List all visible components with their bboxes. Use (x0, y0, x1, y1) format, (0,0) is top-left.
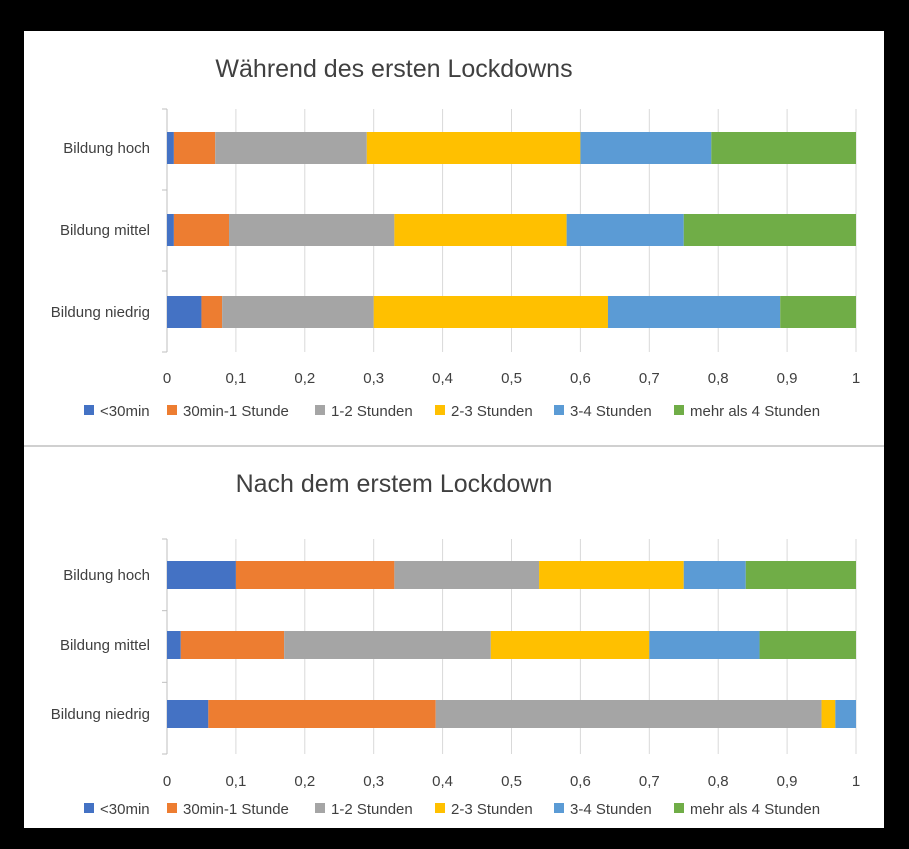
legend-swatch (554, 803, 564, 813)
bar-segment (173, 132, 216, 164)
legend-label: 30min-1 Stunde (183, 403, 289, 420)
legend-swatch (167, 803, 177, 813)
bar-segment (607, 296, 781, 328)
bar-segment (284, 631, 491, 659)
legend-label: 1-2 Stunden (331, 403, 413, 420)
legend-label: 3-4 Stunden (570, 801, 652, 818)
bar-segment (167, 132, 174, 164)
legend-label: 30min-1 Stunde (183, 801, 289, 818)
x-tick-label: 0,7 (639, 370, 660, 387)
bar-segment (373, 296, 608, 328)
bar-segment (167, 700, 209, 728)
chart-during-lockdown: Während des ersten Lockdowns 0 0,1 0,2 0,3 0… (51, 55, 860, 420)
x-tick-label: 0,1 (225, 773, 246, 790)
category-label: Bildung niedrig (51, 706, 150, 723)
bar-segment (649, 631, 760, 659)
x-tick-label: 0,2 (294, 773, 315, 790)
bar-segment (711, 132, 856, 164)
panel-divider (24, 445, 884, 447)
x-tick-label: 0,5 (501, 370, 522, 387)
legend-swatch (674, 803, 684, 813)
bar-segment (180, 631, 285, 659)
legend-swatch (167, 405, 177, 415)
bar-segment (173, 214, 230, 246)
bar-segment (167, 631, 181, 659)
bar-segment (167, 214, 174, 246)
legend-label: 2-3 Stunden (451, 801, 533, 818)
x-tick-label: 0,3 (363, 773, 384, 790)
legend-label: <30min (100, 801, 150, 818)
bar-segment (235, 561, 395, 589)
legend-label: <30min (100, 403, 150, 420)
legend-label: 2-3 Stunden (451, 403, 533, 420)
chart-title: Nach dem erstem Lockdown (236, 470, 553, 498)
bar-segment (394, 214, 567, 246)
bar-segment (566, 214, 684, 246)
chart-title: Während des ersten Lockdowns (215, 55, 572, 83)
legend-swatch (84, 803, 94, 813)
legend-label: mehr als 4 Stunden (690, 403, 820, 420)
bar-segment (759, 631, 856, 659)
legend-swatch (674, 405, 684, 415)
x-tick-label: 0,1 (225, 370, 246, 387)
legend-swatch (435, 803, 445, 813)
x-tick-label: 0,9 (777, 370, 798, 387)
category-label: Bildung mittel (60, 637, 150, 654)
legend-swatch (315, 803, 325, 813)
bar-segment (821, 700, 836, 728)
bar-segment (222, 296, 374, 328)
legend-swatch (315, 405, 325, 415)
x-tick-label: 0,7 (639, 773, 660, 790)
bar-segment (780, 296, 856, 328)
x-tick-label: 0 (163, 773, 171, 790)
bar-segment (394, 561, 540, 589)
bar-segment (366, 132, 581, 164)
bar-segment (835, 700, 856, 728)
x-tick-label: 0,8 (708, 773, 729, 790)
bar-segment (167, 296, 202, 328)
bar-segment (683, 561, 746, 589)
x-tick-label: 0,3 (363, 370, 384, 387)
bar-segment (580, 132, 712, 164)
x-tick-label: 0,6 (570, 370, 591, 387)
legend-label: 3-4 Stunden (570, 403, 652, 420)
x-tick-label: 0,4 (432, 370, 453, 387)
x-tick-label: 0,4 (432, 773, 453, 790)
legend-label: mehr als 4 Stunden (690, 801, 820, 818)
chart-after-lockdown: Nach dem erstem Lockdown 0 0,1 0,2 0,3 0,4 0,… (51, 470, 860, 818)
category-label: Bildung hoch (63, 567, 150, 584)
category-label: Bildung niedrig (51, 304, 150, 321)
legend-swatch (554, 405, 564, 415)
bar-segment (745, 561, 856, 589)
bar-segment (167, 561, 236, 589)
x-tick-label: 1 (852, 773, 860, 790)
bar-segment (208, 700, 436, 728)
bar-segment (435, 700, 822, 728)
bar-segment (683, 214, 856, 246)
category-label: Bildung hoch (63, 140, 150, 157)
bar-segment (539, 561, 684, 589)
category-label: Bildung mittel (60, 222, 150, 239)
legend-label: 1-2 Stunden (331, 801, 413, 818)
bar-segment (215, 132, 367, 164)
bar-segment (490, 631, 650, 659)
x-tick-label: 0,9 (777, 773, 798, 790)
legend-swatch (435, 405, 445, 415)
bar-segment (229, 214, 395, 246)
chart-frame: Während des ersten Lockdowns 0 0,1 0,2 0,3 0… (24, 31, 884, 828)
bar-segment (201, 296, 223, 328)
x-tick-label: 1 (852, 370, 860, 387)
legend-swatch (84, 405, 94, 415)
x-tick-label: 0,6 (570, 773, 591, 790)
x-tick-label: 0,5 (501, 773, 522, 790)
x-tick-label: 0,2 (294, 370, 315, 387)
x-tick-label: 0,8 (708, 370, 729, 387)
x-tick-label: 0 (163, 370, 171, 387)
